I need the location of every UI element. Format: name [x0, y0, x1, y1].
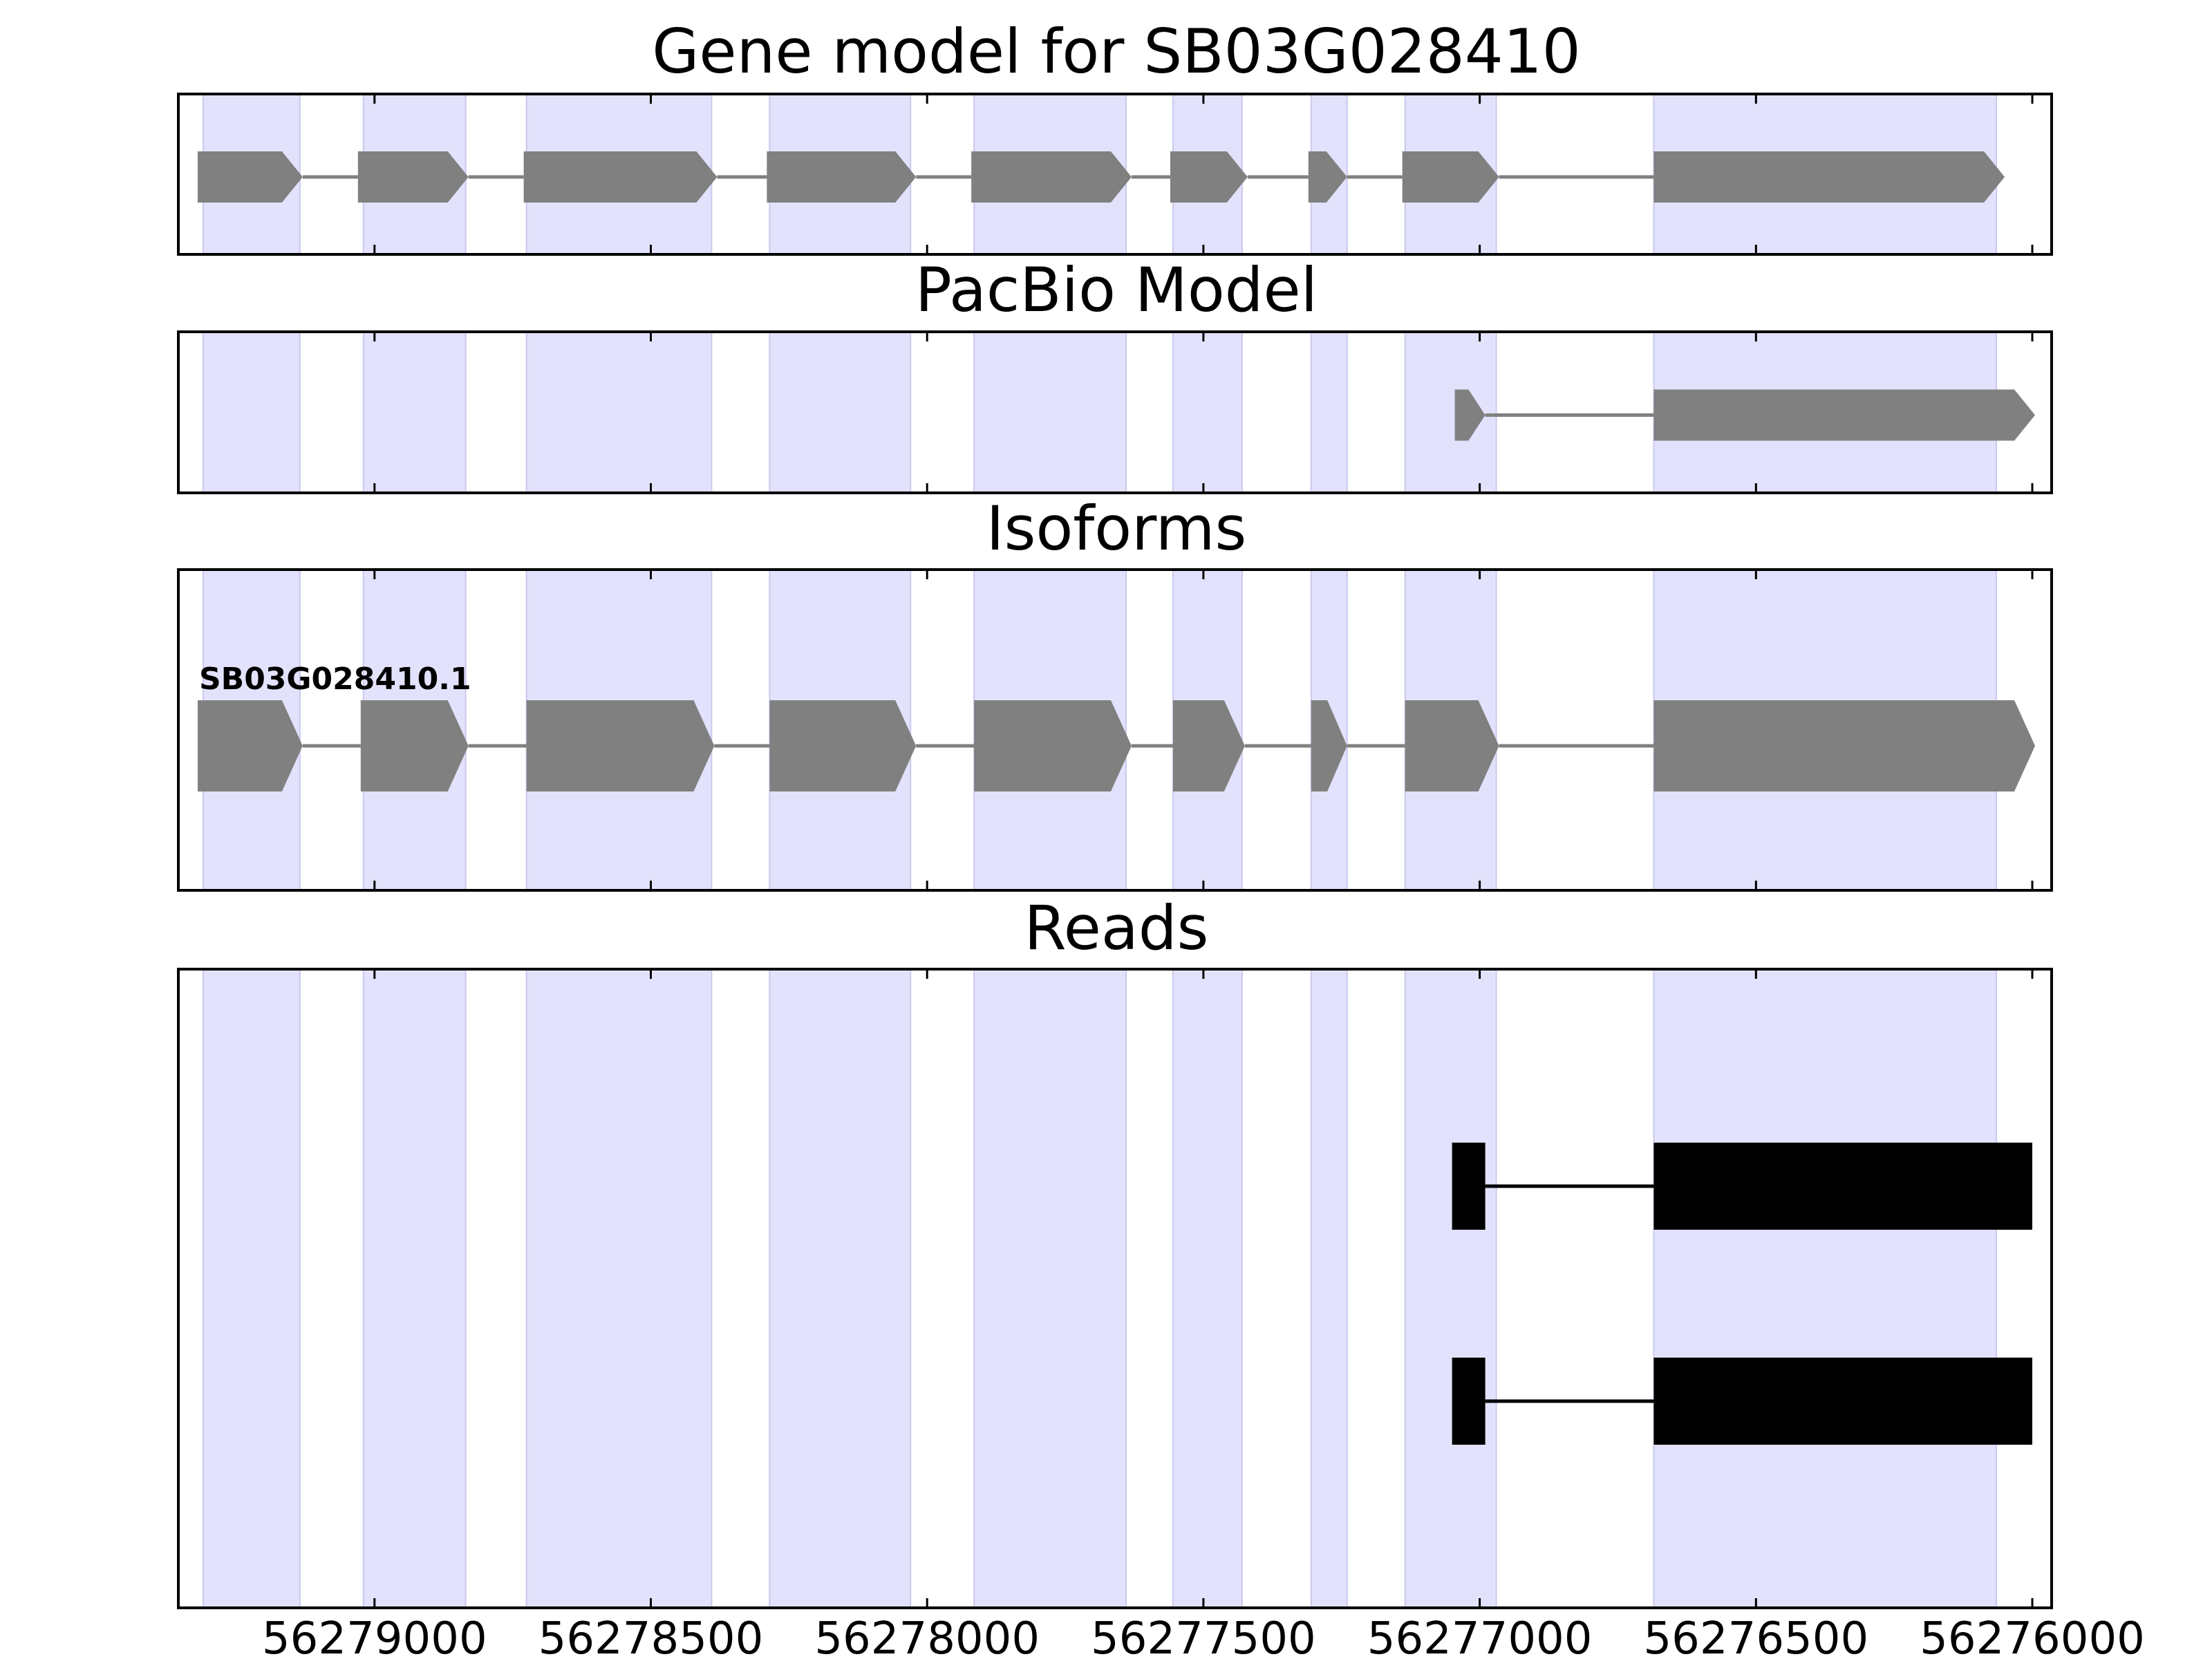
exon-arrow: [767, 151, 917, 203]
isoform-label: SB03G028410.1: [199, 662, 471, 697]
read-exon: [1653, 1143, 2033, 1230]
isoforms-panel: SB03G028410.1: [177, 568, 2053, 892]
exon-arrow: [197, 700, 303, 791]
exon-shading-band: [525, 968, 713, 1609]
exon-arrow: [357, 151, 469, 203]
exon-shading-band: [973, 331, 1127, 494]
exon-arrow: [523, 151, 718, 203]
read-exon: [1452, 1143, 1485, 1230]
panel-title-reads: Reads: [1024, 892, 1209, 964]
exon-arrow: [1402, 151, 1499, 203]
exon-arrow: [971, 151, 1132, 203]
exon-shading-band: [1310, 331, 1348, 494]
exon-arrow: [1170, 151, 1248, 203]
panel-title-gene-model: Gene model for SB03G028410: [652, 16, 1581, 87]
exon-arrow: [769, 700, 917, 791]
panel-title-pacbio-model: PacBio Model: [915, 254, 1318, 326]
x-tick-label: 56276500: [1643, 1613, 1868, 1659]
reads-panel: [177, 968, 2053, 1609]
exon-shading-band: [202, 331, 301, 494]
pacbio-model-panel: [177, 330, 2053, 494]
x-tick-label: 56276000: [1920, 1613, 2145, 1659]
exon-shading-band: [769, 968, 912, 1609]
axes-frame: [177, 93, 2053, 256]
gene-model-panel: [177, 93, 2053, 256]
exon-arrow: [1308, 151, 1347, 203]
exon-arrow: [1653, 151, 2005, 203]
exon-arrow: [974, 700, 1132, 791]
exon-shading-band: [973, 968, 1127, 1609]
read-exon: [1653, 1358, 2033, 1445]
exon-arrow: [1653, 700, 2036, 791]
x-tick-label: 56278000: [814, 1613, 1040, 1659]
exon-shading-band: [1404, 968, 1497, 1609]
x-tick-label: 56279000: [262, 1613, 487, 1659]
read-exon: [1452, 1358, 1485, 1445]
exon-shading-band: [202, 968, 301, 1609]
x-tick-label: 56278500: [538, 1613, 764, 1659]
exon-shading-band: [1310, 968, 1348, 1609]
exon-arrow: [1311, 700, 1347, 791]
exon-arrow: [1172, 700, 1245, 791]
exon-shading-band: [769, 331, 912, 494]
exon-shading-band: [1172, 968, 1243, 1609]
exon-arrow: [1405, 700, 1499, 791]
exon-arrow: [1653, 389, 2036, 441]
axes-frame: [177, 568, 2053, 892]
axes-frame: [177, 968, 2053, 1609]
x-tick-label: 56277000: [1367, 1613, 1593, 1659]
exon-shading-band: [1172, 331, 1243, 494]
exon-shading-band: [1653, 968, 1998, 1609]
exon-arrow: [197, 151, 303, 203]
exon-shading-band: [525, 331, 713, 494]
axes-frame: [177, 330, 2053, 494]
exon-arrow: [526, 700, 715, 791]
panel-title-isoforms: Isoforms: [986, 493, 1247, 564]
exon-arrow: [1454, 389, 1485, 441]
x-axis: 56279000 56278500 56278000 56277500 56277000…: [262, 1613, 2145, 1659]
exon-arrow: [360, 700, 469, 791]
exon-shading-band: [362, 331, 467, 494]
x-tick-label: 56277500: [1091, 1613, 1316, 1659]
exon-shading-band: [362, 968, 467, 1609]
